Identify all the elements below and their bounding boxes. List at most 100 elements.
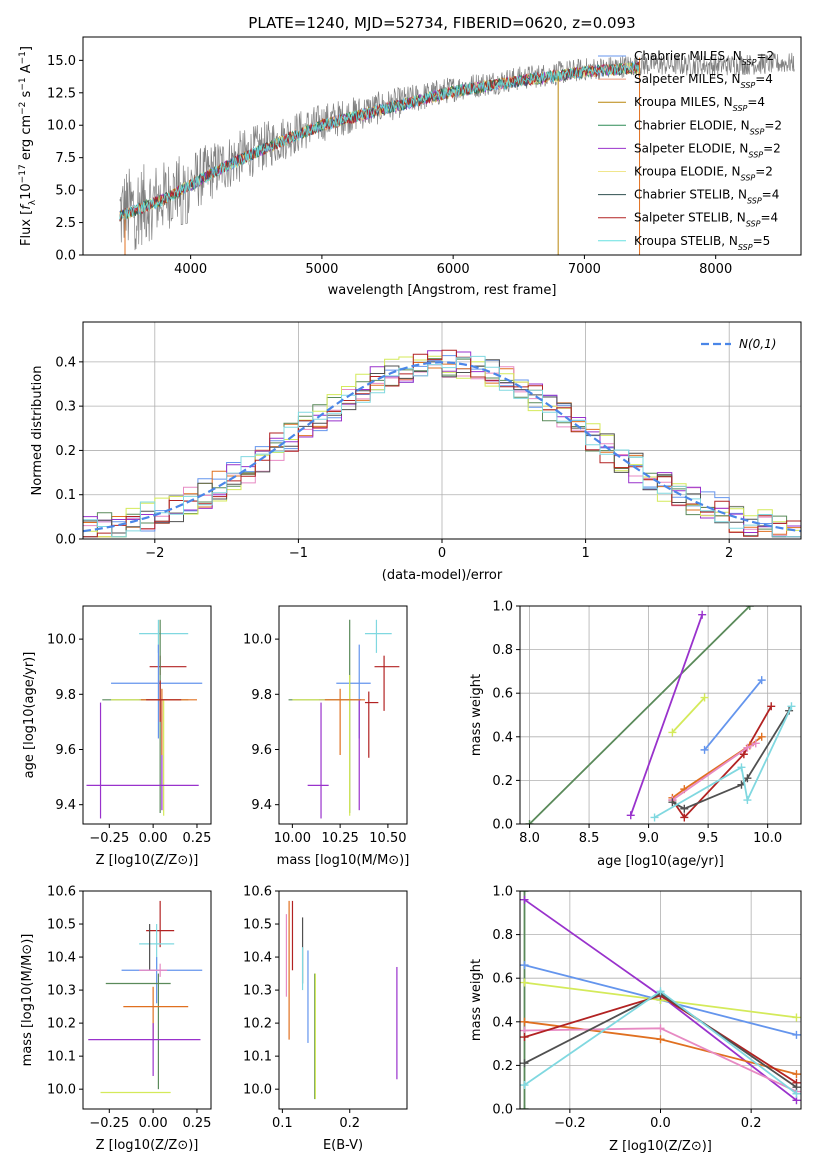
legend-label-sub: SSP [741, 81, 756, 90]
y-tick-label: 0.4 [55, 355, 76, 370]
legend-label-suffix: =4 [762, 188, 780, 202]
y-tick-label: 0.3 [55, 400, 76, 415]
plus-marker [520, 978, 529, 987]
model-spectrum [119, 61, 640, 219]
x-tick-label: 1 [581, 546, 589, 561]
y-tick-label: 0.4 [492, 730, 513, 745]
plus-marker [700, 745, 709, 754]
chart-title: PLATE=1240, MJD=52734, FIBERID=0620, z=0… [248, 14, 635, 32]
label-part: 10 [19, 183, 34, 200]
y-tick-label: 0.2 [55, 444, 76, 459]
x-axis-label: Z [log10(Z/Z⊙)] [609, 1139, 712, 1154]
x-tick-label: 0.00 [139, 831, 168, 846]
y-tick-label: 9.8 [55, 688, 76, 703]
y-tick-label: 10.2 [243, 1017, 272, 1032]
y-tick-label: 1.0 [492, 600, 513, 615]
x-tick-label: 5000 [305, 262, 338, 277]
plus-marker [743, 774, 752, 783]
spectrum-axes: 4000 5000 6000 7000 8000 0.0 2.5 5.0 7.5 10.0 12.5… [47, 54, 732, 277]
y-tick-label: 1.0 [492, 885, 513, 900]
legend-label-sub: SSP [733, 104, 748, 113]
mass-vs-Z-axes: −0.25 0.00 0.25 10.0 10.1 10.2 10.3 10.4 10.5 10.… [47, 885, 211, 1132]
error-point [121, 957, 203, 1004]
x-tick-label: 0.1 [272, 1116, 293, 1131]
error-point [146, 680, 182, 722]
y-axis-label: mass weight [469, 959, 484, 1041]
legend-label: Kroupa ELODIE, NSSP=2 [634, 165, 773, 183]
label-part: λ [28, 199, 38, 205]
plus-marker [680, 804, 689, 813]
model-spectrum [119, 63, 640, 219]
age-vs-mass-axes: 10.00 10.25 10.50 9.4 9.6 9.8 10.0 [243, 633, 406, 846]
residuals-frame [82, 321, 802, 540]
legend-label: Kroupa MILES, NSSP=4 [634, 95, 765, 113]
y-tick-label: 0.1 [55, 488, 76, 503]
weight-vs-Z-frame [519, 890, 802, 1110]
model-spectrum [119, 62, 640, 222]
legend-label-sub: SSP [746, 219, 761, 228]
y-tick-label: 0.4 [492, 1015, 513, 1030]
x-tick-label: −0.25 [89, 1116, 129, 1131]
model-spectrum [119, 62, 640, 222]
plus-marker [680, 813, 689, 822]
histogram-series [83, 355, 801, 538]
label-part: Flux [ [19, 210, 34, 246]
y-tick-label: 9.8 [251, 688, 272, 703]
weight-vs-age-lines [525, 606, 796, 824]
y-tick-label: 10.0 [47, 633, 76, 648]
legend-label-suffix: =2 [756, 49, 774, 63]
plus-marker [656, 1035, 665, 1044]
legend-label-sub: SSP [742, 58, 757, 67]
model-spectrum [119, 61, 640, 221]
mass-vs-Z-errorbars [88, 900, 203, 1094]
x-axis-label: mass [log10(M/M⊙)] [277, 853, 410, 868]
mass-vs-EBV-axes: 0.1 0.2 10.0 10.1 10.2 10.3 10.4 10.5 10.6 [243, 885, 360, 1132]
y-tick-label: 7.5 [55, 151, 76, 166]
y-tick-label: 10.3 [47, 984, 76, 999]
error-point [336, 644, 371, 739]
mass-vs-EBV-frame [278, 890, 408, 1110]
plus-marker [520, 891, 529, 895]
error-point [149, 655, 187, 675]
y-axis-label: age [log10(age/yr)] [22, 652, 37, 779]
error-point [139, 619, 189, 653]
x-tick-label: 6000 [437, 262, 470, 277]
weight-line [703, 679, 763, 751]
label-part: −2 [18, 102, 28, 115]
plus-marker [743, 796, 752, 805]
x-axis-label: E(B-V) [323, 1138, 363, 1153]
age-vs-Z-frame [82, 605, 212, 825]
legend-label-main: Salpeter STELIB, N [634, 211, 746, 225]
x-tick-label: 8.5 [579, 831, 600, 846]
plus-marker [650, 813, 659, 822]
y-tick-label: 10.0 [243, 1083, 272, 1098]
error-point [111, 644, 203, 739]
y-tick-label: 10.0 [47, 1083, 76, 1098]
y-tick-label: 9.4 [55, 798, 76, 813]
error-point [364, 619, 392, 653]
plus-marker [520, 1081, 529, 1090]
legend-label-suffix: =2 [755, 165, 773, 179]
legend-label-main: Kroupa MILES, N [634, 95, 733, 109]
x-tick-label: 0.25 [182, 1116, 211, 1131]
normal-reference-curve [83, 361, 801, 533]
y-tick-label: 10.6 [47, 885, 76, 900]
weight-line [671, 696, 706, 734]
weight-line [654, 705, 793, 819]
x-tick-label: 10.00 [274, 831, 311, 846]
age-vs-mass-frame [278, 605, 408, 825]
y-tick-label: 10.3 [243, 984, 272, 999]
error-point [292, 674, 360, 816]
legend-label-suffix: =4 [755, 72, 773, 86]
spectrum-lines [119, 52, 795, 255]
plus-marker [668, 798, 677, 807]
x-tick-label: 7000 [568, 262, 601, 277]
legend-label: Salpeter ELODIE, NSSP=2 [634, 141, 781, 159]
plus-marker [656, 987, 665, 996]
label-part: −17 [18, 164, 28, 183]
plus-marker [751, 739, 760, 748]
y-tick-label: 0.0 [55, 249, 76, 264]
y-tick-label: 0.2 [492, 1059, 513, 1074]
x-tick-label: 9.5 [698, 831, 719, 846]
age-vs-mass-errorbars [288, 619, 400, 819]
